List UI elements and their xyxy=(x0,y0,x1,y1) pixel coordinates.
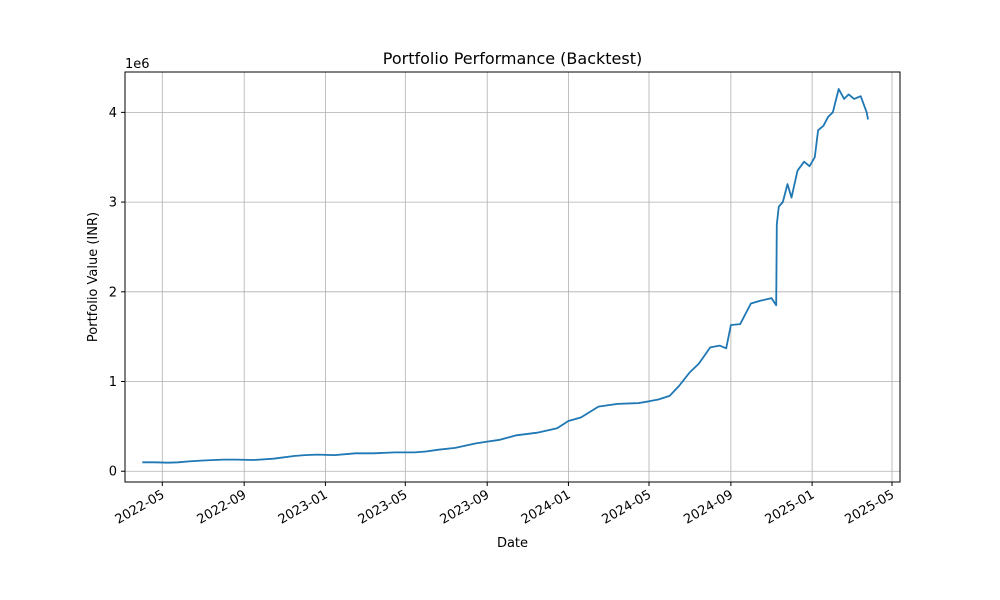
y-ticks: 0 1 2 3 4 xyxy=(109,106,125,480)
y-tick-label: 2 xyxy=(109,285,117,300)
x-tick-label: 2023-01 xyxy=(276,487,331,527)
y-tick-label: 1 xyxy=(109,375,117,390)
x-tick-label: 2023-09 xyxy=(438,487,493,527)
grid-lines xyxy=(125,72,900,482)
x-tick-label: 2025-05 xyxy=(842,487,897,527)
x-tick-label: 2024-05 xyxy=(599,487,654,527)
x-tick-label: 2024-09 xyxy=(681,487,736,527)
x-tick-label: 2022-09 xyxy=(195,487,250,527)
series-line xyxy=(142,88,869,464)
plot-frame xyxy=(124,71,901,483)
x-tick-label: 2024-01 xyxy=(519,487,574,527)
series-layer xyxy=(142,88,869,464)
x-tick-label: 2023-05 xyxy=(356,487,411,527)
y-tick-label: 3 xyxy=(109,196,117,211)
y-axis-label: Portfolio Value (INR) xyxy=(86,212,101,342)
x-ticks: 2022-05 2022-09 2023-01 2023-05 2023-09 2024-… xyxy=(113,482,897,528)
x-axis-label: Date xyxy=(497,536,528,551)
x-tick-label: 2022-05 xyxy=(113,487,168,527)
y-offset-label: 1e6 xyxy=(125,57,150,72)
y-tick-label: 4 xyxy=(109,106,117,121)
x-tick-label: 2025-01 xyxy=(763,487,818,527)
chart-title: Portfolio Performance (Backtest) xyxy=(383,49,642,68)
y-tick-label: 0 xyxy=(109,465,117,480)
